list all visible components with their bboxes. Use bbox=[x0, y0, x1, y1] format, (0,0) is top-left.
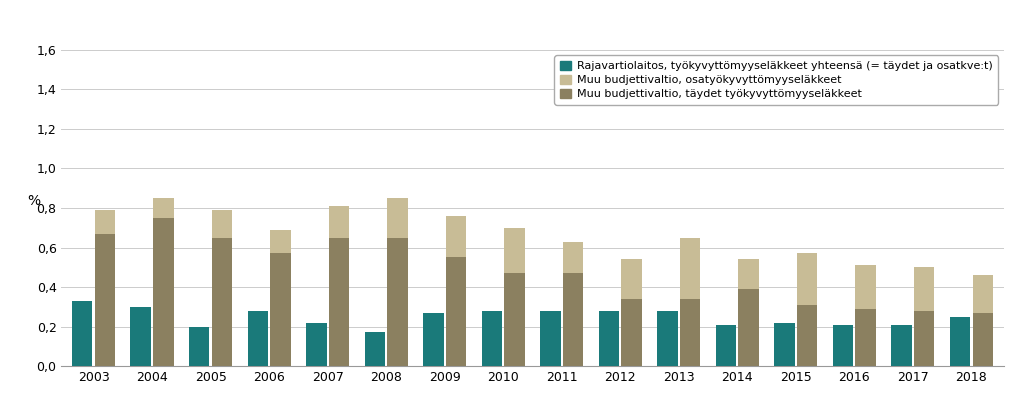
Bar bbox=[973, 313, 993, 366]
Bar bbox=[973, 275, 993, 313]
Bar bbox=[774, 323, 795, 366]
Bar bbox=[154, 198, 174, 218]
Bar bbox=[329, 238, 349, 366]
Bar bbox=[563, 273, 584, 366]
Bar bbox=[563, 242, 584, 273]
Bar bbox=[797, 253, 817, 305]
Bar bbox=[833, 324, 853, 366]
Bar bbox=[657, 311, 678, 366]
Bar bbox=[914, 311, 935, 366]
Bar bbox=[329, 206, 349, 238]
Bar bbox=[445, 258, 466, 366]
Bar bbox=[505, 273, 525, 366]
Bar bbox=[680, 299, 700, 366]
Bar bbox=[797, 305, 817, 366]
Bar bbox=[949, 317, 970, 366]
Bar bbox=[189, 327, 210, 366]
Bar bbox=[445, 216, 466, 258]
Bar bbox=[680, 238, 700, 299]
Bar bbox=[599, 311, 620, 366]
Bar bbox=[423, 313, 443, 366]
Bar bbox=[540, 311, 560, 366]
Bar bbox=[212, 210, 232, 238]
Bar bbox=[481, 311, 502, 366]
Bar bbox=[716, 324, 736, 366]
Bar bbox=[154, 218, 174, 366]
Bar bbox=[248, 311, 268, 366]
Bar bbox=[270, 253, 291, 366]
Y-axis label: %: % bbox=[28, 194, 40, 208]
Bar bbox=[72, 301, 92, 366]
Bar bbox=[212, 238, 232, 366]
Bar bbox=[891, 324, 911, 366]
Bar bbox=[622, 260, 642, 299]
Bar bbox=[95, 210, 116, 234]
Bar bbox=[387, 238, 408, 366]
Bar bbox=[855, 309, 876, 366]
Bar bbox=[738, 289, 759, 366]
Bar bbox=[914, 267, 935, 311]
Bar bbox=[365, 332, 385, 366]
Legend: Rajavartiolaitos, työkyvyttömyyseläkkeet yhteensä (= täydet ja osatkve:t), Muu b: Rajavartiolaitos, työkyvyttömyyseläkkeet… bbox=[554, 55, 998, 104]
Bar bbox=[738, 260, 759, 289]
Bar bbox=[95, 234, 116, 366]
Bar bbox=[130, 307, 151, 366]
Bar bbox=[855, 265, 876, 309]
Bar bbox=[387, 198, 408, 238]
Bar bbox=[306, 323, 327, 366]
Bar bbox=[622, 299, 642, 366]
Bar bbox=[505, 228, 525, 273]
Bar bbox=[270, 230, 291, 253]
